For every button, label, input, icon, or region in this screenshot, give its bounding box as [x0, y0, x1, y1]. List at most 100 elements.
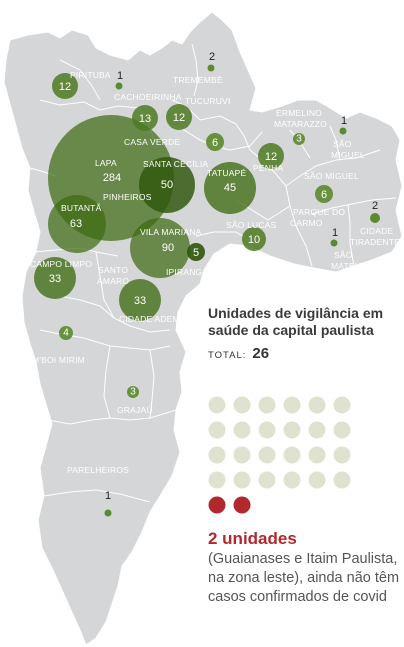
label-cidade-tiradentes-2: TIRADENTES	[350, 237, 404, 247]
unit-dot	[208, 446, 226, 464]
bubble-counts: 284 50 63 90 5 45 33 33 13 12 12 12 10 6…	[49, 81, 327, 398]
count-parque-do-carmo: 1	[332, 227, 338, 239]
bubble-vila-mariana	[130, 218, 190, 278]
bubble-campo-limpo	[34, 257, 76, 299]
count-sao-lucas: 10	[248, 234, 260, 246]
unit-dot	[208, 421, 226, 439]
district-borders	[29, 43, 397, 503]
count-sao-miguel: 1	[341, 115, 347, 127]
bubble-itaquera	[315, 185, 333, 203]
region-labels: PIRITUBA CACHOEIRINHA TREMEMBÉ TUCURUVI …	[30, 70, 404, 475]
unit-dot	[258, 471, 276, 489]
label-ermelino-2: MATARAZZO	[274, 119, 327, 129]
unit-dot	[258, 446, 276, 464]
bubble-pirituba	[52, 73, 78, 99]
total-row: TOTAL: 26	[208, 345, 398, 362]
label-lapa: LAPA	[95, 158, 117, 168]
legend: Unidades de vigilância em saúde da capit…	[208, 305, 398, 362]
label-cachoeirinha: CACHOEIRINHA	[114, 92, 182, 102]
label-sao-miguel-1: SÃO	[333, 139, 352, 149]
legend-title: Unidades de vigilância em saúde da capit…	[208, 305, 384, 338]
label-pirituba: PIRITUBA	[70, 70, 111, 80]
bubble-vila-maria	[206, 133, 224, 151]
unit-dot	[308, 446, 326, 464]
bubble-mboi-mirim	[59, 326, 73, 340]
count-parelheiros: 1	[105, 490, 111, 502]
label-parelheiros: PARELHEIROS	[67, 465, 129, 475]
units-dot-grid	[208, 396, 351, 514]
bubble-casa-verde	[132, 105, 158, 131]
count-campo-limpo: 33	[49, 273, 61, 285]
count-tucuruvi: 12	[173, 112, 185, 124]
count-vila-mariana: 90	[162, 242, 174, 254]
label-butanta: BUTANTÃ	[61, 203, 102, 213]
count-tremembe: 2	[209, 51, 215, 63]
unit-dot	[333, 421, 351, 439]
label-grajau: GRAJAÚ	[117, 405, 153, 415]
bubble-cachoeirinha	[115, 82, 123, 90]
label-santa-cecilia: SANTA CECÍLIA	[143, 159, 208, 169]
label-ipiranga: IPIRANGA	[166, 267, 208, 277]
bubble-parelheiros	[104, 509, 112, 517]
label-sao-lucas: SÃO LUCAS	[226, 220, 277, 230]
count-ermelino: 3	[296, 134, 302, 145]
unit-dot	[308, 421, 326, 439]
bubble-ipiranga	[187, 243, 205, 261]
count-lapa: 284	[103, 172, 121, 184]
count-casa-verde: 13	[139, 113, 151, 125]
unit-dot	[283, 421, 301, 439]
label-sao-miguel-2: MIGUEL	[331, 150, 365, 160]
note-text: (Guaianases e Itaim Paulista, na zona le…	[208, 551, 400, 605]
note-title: 2 unidades	[208, 529, 297, 548]
label-tatuape: TATUAPÉ	[207, 168, 246, 178]
label-casa-verde: CASA VERDE	[124, 137, 180, 147]
bubble-cidade-tiradentes	[370, 213, 380, 223]
bubble-sao-lucas	[242, 227, 266, 251]
bubble-tucuruvi	[166, 104, 192, 130]
label-vila-mariana: VILA MARIANA	[140, 227, 202, 237]
label-tremembe: TREMEMBÉ	[173, 75, 223, 85]
count-cidade-tiradentes: 2	[372, 200, 378, 212]
count-pirituba: 12	[59, 81, 71, 93]
count-butanta: 63	[70, 218, 82, 230]
bubble-butanta	[48, 195, 106, 253]
count-vila-maria: 6	[212, 137, 218, 149]
count-itaquera: 6	[321, 189, 327, 201]
unit-dot-no-cases	[208, 496, 226, 514]
unit-dot	[333, 446, 351, 464]
unit-dot	[283, 446, 301, 464]
small-counts: 2 1 1 2 1 1	[105, 51, 378, 502]
label-santo-amaro-2: AMARO	[97, 276, 129, 286]
label-parque-do-carmo-2: CARMO	[290, 218, 323, 228]
count-tatuape: 45	[224, 182, 236, 194]
unit-dot	[233, 421, 251, 439]
label-cidade-ademar: CIDADE ADEMAR	[119, 314, 192, 324]
bubble-cidade-ademar	[119, 279, 161, 321]
unit-dot	[233, 446, 251, 464]
total-label: TOTAL:	[208, 350, 247, 361]
unit-dot	[233, 396, 251, 414]
bubble-grajau	[127, 386, 139, 398]
unit-dot	[208, 471, 226, 489]
unit-dot	[283, 471, 301, 489]
label-parque-do-carmo-1: PARQUE DO	[293, 207, 345, 217]
bubble-ermelino	[293, 133, 305, 145]
count-penha: 12	[265, 151, 277, 163]
unit-dot	[333, 396, 351, 414]
bubble-parque-do-carmo	[330, 239, 338, 247]
label-pinheiros: PINHEIROS	[103, 192, 152, 202]
label-itaquera: SÃO MIGUEL	[304, 171, 359, 181]
bubble-santa-cecilia	[139, 157, 195, 213]
count-cidade-ademar: 33	[134, 295, 146, 307]
label-sao-mateus-1: SÃO	[334, 250, 353, 260]
unit-dot	[333, 471, 351, 489]
label-ermelino-1: ERMELINO	[276, 108, 322, 118]
count-cachoeirinha: 1	[117, 70, 123, 82]
label-mboi-mirim: M'BOI MIRIM	[32, 355, 85, 365]
label-penha: PENHA	[253, 163, 283, 173]
label-campo-limpo: CAMPO LIMPO	[30, 259, 92, 269]
unit-dot	[308, 396, 326, 414]
unit-dot	[233, 471, 251, 489]
count-grajau: 3	[130, 387, 136, 398]
unit-dot	[283, 396, 301, 414]
